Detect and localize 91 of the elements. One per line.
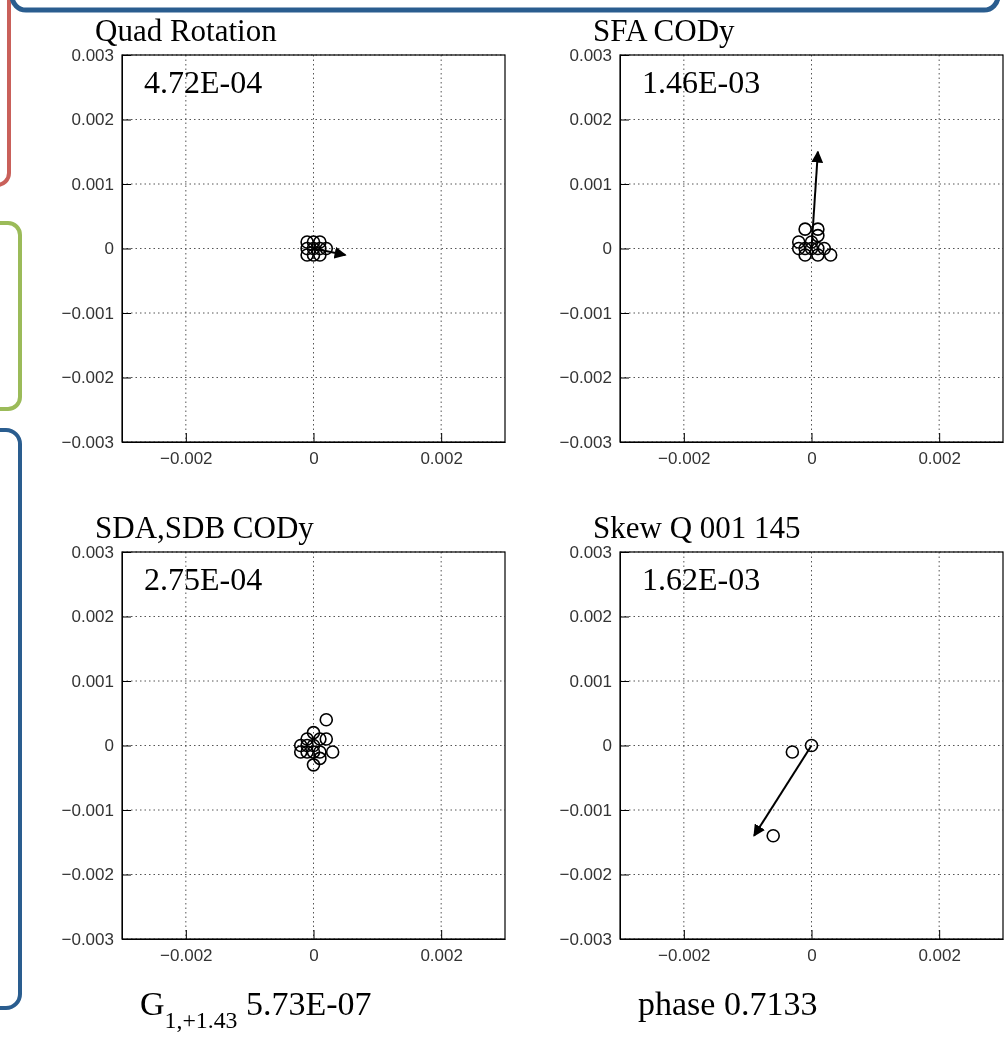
y-tick-label: 0.001: [569, 174, 612, 194]
point: [319, 732, 334, 746]
point: [313, 745, 327, 759]
point: [306, 241, 321, 256]
y-tick-label: −0.002: [559, 865, 612, 885]
point: [306, 745, 321, 759]
point: [306, 758, 321, 772]
annotation: 4.72E-04: [144, 64, 263, 100]
point: [811, 241, 825, 256]
point: [306, 248, 321, 262]
point: [300, 248, 314, 262]
chart-title: Quad Rotation: [95, 13, 278, 48]
point: [798, 241, 812, 256]
point: [791, 235, 806, 249]
x-tick-label: −0.002: [160, 946, 213, 966]
point: [313, 235, 327, 249]
annotation: 2.75E-04: [144, 561, 263, 597]
point: [300, 241, 314, 256]
y-tick-label: 0: [602, 736, 612, 756]
chart-title: SDA,SDB CODy: [95, 510, 315, 545]
point: [313, 751, 327, 766]
text: phase 0.7133: [638, 985, 818, 1022]
y-tick-label: 0.003: [71, 45, 114, 65]
chart-title: Skew Q 001 145: [593, 510, 801, 545]
point: [313, 248, 327, 262]
point: [313, 732, 327, 746]
point: [804, 235, 819, 249]
point: [306, 725, 321, 740]
annotation: 1.62E-03: [642, 561, 761, 597]
point: [811, 222, 825, 236]
y-tick-label: 0.002: [569, 110, 612, 130]
y-tick-label: −0.001: [559, 800, 612, 820]
point: [306, 738, 321, 753]
point: [798, 248, 812, 262]
y-tick-label: 0.002: [569, 607, 612, 627]
y-tick-label: 0.003: [71, 542, 114, 562]
y-tick-label: 0.003: [569, 542, 612, 562]
point: [804, 241, 819, 256]
y-tick-label: −0.002: [559, 368, 612, 388]
x-tick-label: −0.002: [658, 449, 711, 469]
y-tick-label: −0.001: [61, 303, 114, 323]
y-tick-label: 0.001: [71, 671, 114, 691]
x-tick-label: 0.002: [918, 946, 961, 966]
x-tick-label: 0: [309, 449, 319, 469]
point: [817, 241, 832, 256]
x-tick-label: −0.002: [160, 449, 213, 469]
point: [811, 228, 825, 243]
point: [300, 738, 314, 753]
x-tick-label: 0.002: [420, 946, 463, 966]
point: [325, 745, 340, 759]
point: [293, 738, 308, 753]
point: [306, 235, 321, 249]
y-tick-label: 0: [104, 736, 114, 756]
point: [300, 235, 314, 249]
y-tick-label: −0.003: [559, 432, 612, 452]
x-tick-label: 0.002: [918, 449, 961, 469]
point: [300, 745, 314, 759]
y-tick-label: −0.003: [61, 929, 114, 949]
x-tick-label: 0: [807, 946, 817, 966]
y-tick-label: −0.003: [559, 929, 612, 949]
x-tick-label: 0.002: [420, 449, 463, 469]
annotation: 1.46E-03: [642, 64, 761, 100]
point: [804, 738, 819, 753]
point: [313, 241, 327, 256]
y-tick-label: 0.001: [569, 671, 612, 691]
y-tick-label: 0.003: [569, 45, 612, 65]
x-tick-label: 0: [807, 449, 817, 469]
y-tick-label: −0.003: [61, 432, 114, 452]
y-tick-label: −0.002: [61, 865, 114, 885]
chart-title: SFA CODy: [593, 13, 736, 48]
y-tick-label: −0.001: [61, 800, 114, 820]
point: [319, 712, 334, 727]
point: [300, 732, 314, 746]
x-tick-label: −0.002: [658, 946, 711, 966]
point: [798, 222, 812, 236]
point: [319, 241, 334, 256]
y-tick-label: 0.001: [71, 174, 114, 194]
point: [293, 745, 308, 759]
text: G$_{1,+1.43}$ 5.73E-07: [140, 985, 372, 1033]
y-tick-label: 0.002: [71, 607, 114, 627]
y-tick-label: 0.002: [71, 110, 114, 130]
x-tick-label: 0: [309, 946, 319, 966]
y-tick-label: 0: [104, 239, 114, 259]
point: [766, 829, 780, 843]
y-tick-label: −0.002: [61, 368, 114, 388]
y-tick-label: −0.001: [559, 303, 612, 323]
point: [811, 248, 825, 262]
y-tick-label: 0: [602, 239, 612, 259]
point: [823, 248, 838, 262]
point: [791, 241, 806, 256]
point: [785, 745, 800, 759]
